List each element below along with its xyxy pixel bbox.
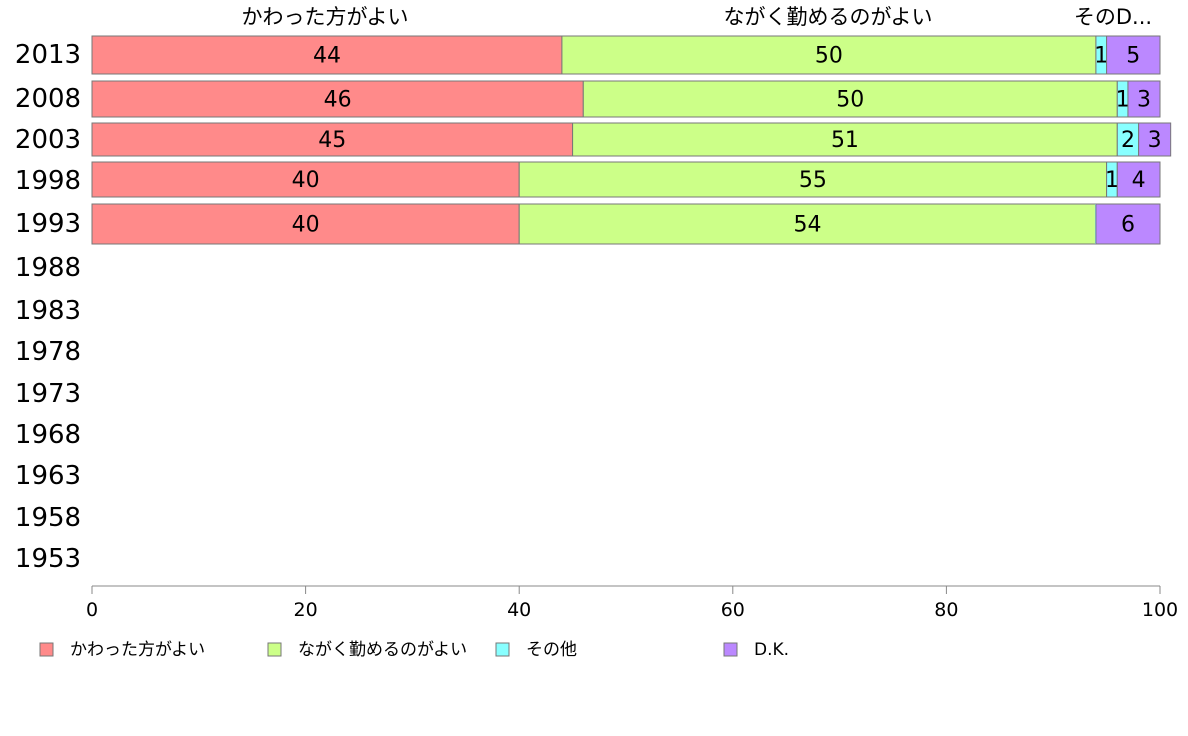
bar-segment-2013-2 bbox=[561, 35, 1097, 75]
year-label-2013: 2013 bbox=[15, 40, 81, 70]
bar-segment-2008-2 bbox=[582, 80, 1118, 118]
bar-segment-2003-4 bbox=[1138, 122, 1172, 157]
legend-label-2: ながく勤めるのがよい bbox=[298, 640, 467, 660]
x-tick-label-0: 0 bbox=[86, 599, 98, 621]
year-labels: 2013 2008 2003 1998 1993 1988 1983 1978 1973 1968… bbox=[15, 40, 81, 574]
bar-segment-1998-4 bbox=[1116, 161, 1161, 198]
bar-segment-2003-2 bbox=[572, 122, 1118, 157]
legend-swatch-2 bbox=[267, 642, 282, 657]
bar-value-label-1993-1: 40 bbox=[292, 213, 320, 238]
bar-value-label-1998-1: 40 bbox=[292, 168, 320, 193]
bar-value-label-2003-1: 45 bbox=[318, 128, 346, 153]
year-label-1993: 1993 bbox=[15, 209, 81, 239]
x-tick-label-80: 80 bbox=[934, 599, 958, 621]
year-label-1953: 1953 bbox=[15, 544, 81, 574]
bar-value-label-2013-4: 5 bbox=[1126, 44, 1140, 69]
x-tick-label-60: 60 bbox=[721, 599, 745, 621]
x-tick-label-40: 40 bbox=[507, 599, 531, 621]
year-label-1978: 1978 bbox=[15, 337, 81, 367]
bar-segment-1993-4 bbox=[1095, 203, 1161, 245]
bar-value-label-1993-4: 6 bbox=[1121, 213, 1135, 238]
legend-label-4: D.K. bbox=[754, 640, 789, 660]
year-label-1963: 1963 bbox=[15, 461, 81, 491]
top-label-2: ながく勤めるのがよい bbox=[724, 5, 933, 29]
year-label-1958: 1958 bbox=[15, 503, 81, 533]
bar-value-label-2008-3: 1 bbox=[1116, 88, 1130, 113]
year-label-1988: 1988 bbox=[15, 253, 81, 283]
bar-segment-2003-1 bbox=[91, 122, 574, 157]
bar-value-label-2003-2: 51 bbox=[831, 128, 859, 153]
bar-value-label-2008-2: 50 bbox=[836, 88, 864, 113]
year-label-1973: 1973 bbox=[15, 379, 81, 409]
year-label-2008: 2008 bbox=[15, 84, 81, 114]
year-label-2003: 2003 bbox=[15, 125, 81, 155]
bar-segment-1993-2 bbox=[518, 203, 1097, 245]
bar-value-label-2013-2: 50 bbox=[815, 44, 843, 69]
bar-value-label-2008-1: 46 bbox=[324, 88, 352, 113]
legend-swatch-3 bbox=[495, 642, 510, 657]
bar-value-label-1998-2: 55 bbox=[799, 168, 827, 193]
year-label-1983: 1983 bbox=[15, 296, 81, 326]
bar-value-label-2003-3: 2 bbox=[1121, 128, 1135, 153]
legend: かわった方がよい ながく勤めるのがよい その他 D.K. bbox=[39, 640, 789, 660]
legend-swatch-4 bbox=[723, 642, 738, 657]
bar-segment-2013-1 bbox=[91, 35, 563, 75]
legend-label-3: その他 bbox=[526, 640, 577, 660]
bar-segment-1998-1 bbox=[91, 161, 520, 198]
bar-segment-1993-1 bbox=[91, 203, 520, 245]
x-tick-label-20: 20 bbox=[294, 599, 318, 621]
bars: 44 50 1 546 50 1 345 51 2 340 55 1 440 54 6 bbox=[91, 35, 1172, 245]
bar-segment-2013-4 bbox=[1106, 35, 1161, 75]
year-label-1998: 1998 bbox=[15, 166, 81, 196]
year-label-1968: 1968 bbox=[15, 420, 81, 450]
x-axis: 0 20 40 60 80 100 bbox=[86, 585, 1178, 621]
bar-value-label-2013-3: 1 bbox=[1094, 44, 1108, 69]
bar-value-label-2013-1: 44 bbox=[313, 44, 341, 69]
bar-value-label-1998-3: 1 bbox=[1105, 168, 1119, 193]
bar-segment-1998-2 bbox=[518, 161, 1108, 198]
top-label-3: そのD... bbox=[1074, 5, 1152, 29]
top-labels: かわった方がよい ながく勤めるのがよい そのD... bbox=[242, 5, 1153, 29]
bar-segment-2008-4 bbox=[1127, 80, 1161, 118]
bar-value-label-2008-4: 3 bbox=[1137, 88, 1151, 113]
bar-value-label-1998-4: 4 bbox=[1132, 168, 1146, 193]
top-label-1: かわった方がよい bbox=[242, 5, 409, 29]
bar-segment-2008-1 bbox=[91, 80, 584, 118]
legend-swatch-1 bbox=[39, 642, 54, 657]
bar-value-label-1993-2: 54 bbox=[794, 213, 822, 238]
x-tick-label-100: 100 bbox=[1142, 599, 1178, 621]
bar-value-label-2003-4: 3 bbox=[1148, 128, 1162, 153]
legend-label-1: かわった方がよい bbox=[70, 640, 205, 660]
